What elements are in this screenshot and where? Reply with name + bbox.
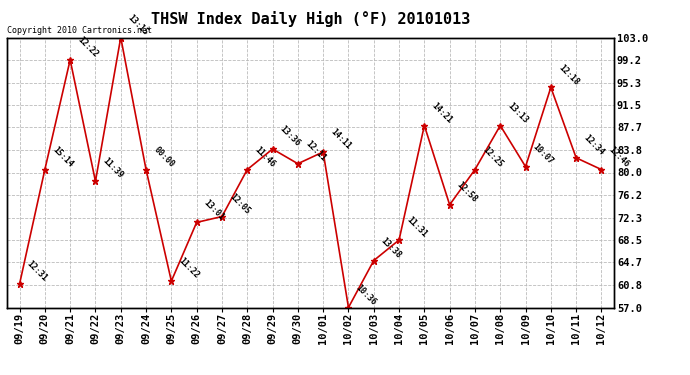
Text: 12:34: 12:34 xyxy=(582,133,606,157)
Text: THSW Index Daily High (°F) 20101013: THSW Index Daily High (°F) 20101013 xyxy=(151,11,470,27)
Text: 12:25: 12:25 xyxy=(480,145,504,169)
Text: 15:14: 15:14 xyxy=(50,145,75,169)
Text: 12:22: 12:22 xyxy=(76,35,100,59)
Text: 10:07: 10:07 xyxy=(531,142,555,166)
Text: 00:00: 00:00 xyxy=(152,145,176,169)
Text: 14:11: 14:11 xyxy=(328,127,353,151)
Text: 12:18: 12:18 xyxy=(556,63,580,87)
Text: 13:36: 13:36 xyxy=(278,124,302,148)
Text: 12:31: 12:31 xyxy=(25,259,49,283)
Text: Copyright 2010 Cartronics.net: Copyright 2010 Cartronics.net xyxy=(7,26,152,35)
Text: 11:31: 11:31 xyxy=(404,215,428,239)
Text: 13:38: 13:38 xyxy=(380,236,404,260)
Text: 12:05: 12:05 xyxy=(228,192,252,216)
Text: 11:22: 11:22 xyxy=(177,256,201,280)
Text: 13:13: 13:13 xyxy=(506,101,530,125)
Text: 14:21: 14:21 xyxy=(430,101,454,125)
Text: 12:58: 12:58 xyxy=(455,180,480,204)
Text: 10:36: 10:36 xyxy=(354,283,378,307)
Text: 11:46: 11:46 xyxy=(253,145,277,169)
Text: 13:15: 13:15 xyxy=(126,13,150,37)
Text: 12:46: 12:46 xyxy=(607,145,631,169)
Text: 11:39: 11:39 xyxy=(101,156,125,180)
Text: 13:01: 13:01 xyxy=(202,198,226,222)
Text: 12:11: 12:11 xyxy=(304,139,328,163)
